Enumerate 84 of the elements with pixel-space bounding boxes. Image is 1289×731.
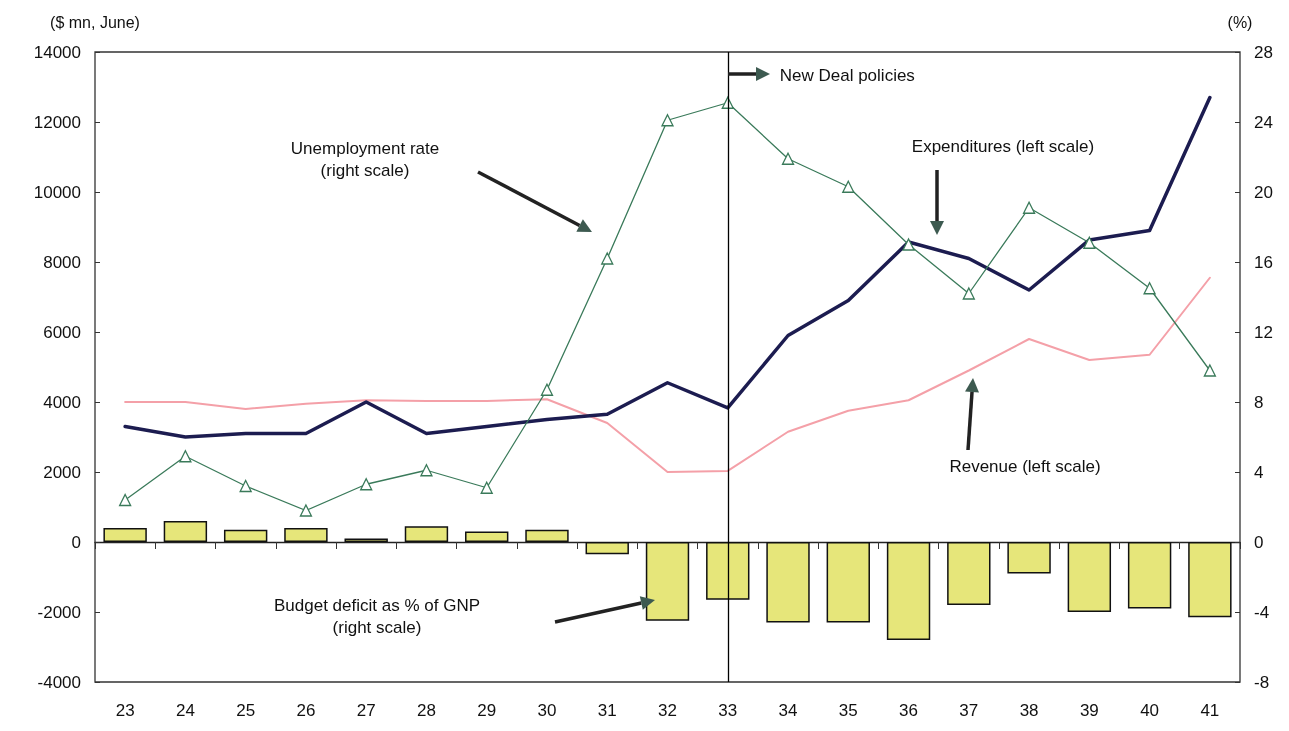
point <box>420 464 433 477</box>
bar <box>163 521 208 542</box>
y2-axis-title: (%) <box>1227 13 1253 31</box>
y2-tick-label: 24 <box>1254 112 1273 132</box>
y-axis-title: ($ mn, June) <box>50 13 140 31</box>
annotation: Budget deficit as % of GNP (right scale) <box>274 594 480 639</box>
x-tick-label: 24 <box>175 701 195 720</box>
x-tick-label: 31 <box>597 701 617 720</box>
y-tick-label: 4000 <box>43 392 81 412</box>
y2-tick-label: 28 <box>1254 42 1273 62</box>
y-tick-label: -4000 <box>37 672 81 692</box>
annotation: Expenditures (left scale) <box>911 135 1095 158</box>
point <box>1203 364 1217 377</box>
y-tick-label: 6000 <box>43 322 81 342</box>
bar <box>404 526 449 542</box>
point <box>1022 201 1036 214</box>
point <box>902 238 915 251</box>
bar <box>766 542 810 623</box>
annotation: Unemployment rate (right scale) <box>290 137 440 182</box>
point <box>842 180 855 193</box>
bar <box>1067 542 1112 612</box>
y-tick-label: 10000 <box>33 182 81 202</box>
y-tick-label: 0 <box>71 532 81 552</box>
y2-tick-label: -4 <box>1254 602 1270 622</box>
y-tick-label: 12000 <box>33 112 81 132</box>
point <box>239 479 252 493</box>
point <box>661 114 674 127</box>
x-tick-label: 35 <box>838 701 858 720</box>
x-tick-label: 29 <box>477 701 497 720</box>
bar <box>1188 542 1232 618</box>
point <box>601 252 614 265</box>
x-tick-label: 30 <box>537 701 557 720</box>
point <box>480 481 493 494</box>
point <box>1083 236 1096 249</box>
point <box>299 504 313 517</box>
y-tick-label: 8000 <box>43 252 81 272</box>
x-tick-label: 41 <box>1200 701 1220 720</box>
point <box>962 287 975 300</box>
x-tick-label: 23 <box>115 701 135 720</box>
bar <box>525 529 569 542</box>
bar <box>284 528 328 542</box>
x-tick-label: 39 <box>1079 701 1099 720</box>
bar <box>645 542 690 621</box>
y2-tick-label: 12 <box>1254 322 1273 342</box>
bar <box>103 528 147 542</box>
x-tick-label: 34 <box>778 701 798 720</box>
point <box>540 383 554 396</box>
x-tick-label: 38 <box>1019 701 1039 720</box>
point <box>781 152 795 165</box>
line-series <box>124 276 1211 473</box>
bar <box>585 542 629 555</box>
bar <box>223 529 268 542</box>
line-series <box>123 95 1212 439</box>
y2-tick-label: 8 <box>1254 392 1264 412</box>
x-tick-label: 32 <box>658 701 677 720</box>
bar <box>1007 542 1051 574</box>
bar <box>886 542 931 640</box>
y2-tick-label: 0 <box>1254 532 1264 552</box>
annotation: Revenue (left scale) <box>949 455 1101 478</box>
x-tick-label: 25 <box>236 701 256 720</box>
bar <box>1127 542 1172 609</box>
x-tick-label: 27 <box>356 701 376 720</box>
x-tick-label: 40 <box>1140 701 1160 720</box>
bar <box>706 542 750 600</box>
x-tick-label: 28 <box>416 701 436 720</box>
y-tick-label: -2000 <box>37 602 81 622</box>
point <box>118 493 132 507</box>
y-tick-label: 2000 <box>43 462 81 482</box>
x-tick-label: 36 <box>899 701 919 720</box>
bar <box>947 542 991 605</box>
y2-tick-label: 4 <box>1254 462 1264 482</box>
y2-tick-label: 20 <box>1254 182 1273 202</box>
x-tick-label: 33 <box>718 701 738 720</box>
point <box>1143 282 1156 295</box>
bar <box>465 531 509 542</box>
x-tick-label: 37 <box>959 701 979 720</box>
x-tick-label: 26 <box>296 701 316 720</box>
y2-tick-label: -8 <box>1254 672 1270 692</box>
y-tick-label: 14000 <box>33 42 81 62</box>
bar <box>826 542 870 623</box>
y2-tick-label: 16 <box>1254 252 1273 272</box>
point <box>360 478 373 491</box>
ref-line-label: New Deal policies <box>779 64 915 87</box>
point <box>179 450 192 463</box>
